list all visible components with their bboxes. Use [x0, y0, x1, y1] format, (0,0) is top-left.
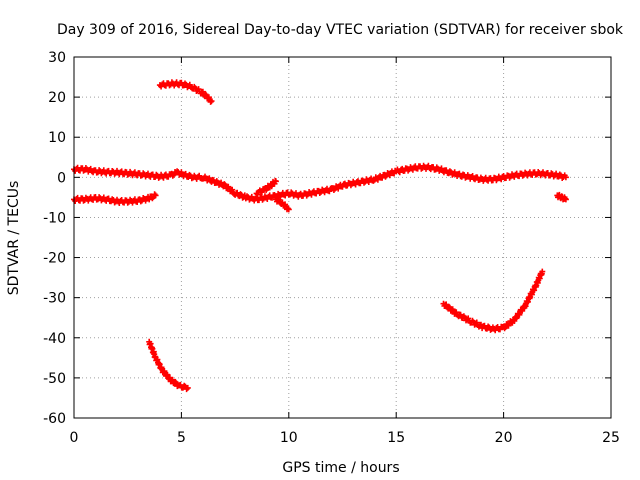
series-marks — [156, 79, 215, 105]
series-arc-bottom-right — [440, 268, 546, 334]
y-tick-label: -60 — [43, 411, 66, 427]
y-tick-label: -30 — [43, 291, 66, 307]
y-tick-label: 10 — [48, 130, 66, 146]
series-marks — [71, 191, 159, 206]
y-tick-label: 30 — [48, 50, 66, 66]
x-tick-label: 10 — [280, 430, 298, 446]
y-tick-label: 20 — [48, 90, 66, 106]
y-axis-label: SDTVAR / TECUs — [6, 181, 22, 296]
series-marks — [440, 268, 546, 334]
gridlines — [74, 57, 611, 418]
x-tick-label: 15 — [387, 430, 405, 446]
series-marks — [554, 191, 569, 203]
series-branch-9h — [253, 177, 279, 198]
series-tail-23h — [554, 191, 569, 203]
x-tick-label: 25 — [602, 430, 620, 446]
series-arc-bottom-left — [146, 338, 191, 393]
data-points — [71, 79, 569, 393]
x-tick-label: 5 — [177, 430, 186, 446]
chart-title: Day 309 of 2016, Sidereal Day-to-day VTE… — [57, 22, 624, 38]
y-tick-label: -50 — [43, 371, 66, 387]
plot-frame — [73, 56, 612, 419]
axis-ticks: 0 5 10 15 20 25 -60 -50 -40 -30 -20 -10 0 10 20 30 — [43, 50, 620, 446]
y-tick-label: 0 — [57, 170, 66, 186]
y-tick-label: -10 — [43, 210, 66, 226]
series-arc-top — [156, 79, 215, 105]
series-branch-10h — [272, 196, 292, 213]
y-tick-label: -20 — [43, 251, 66, 267]
series-marks — [253, 177, 279, 198]
y-tick-label: -40 — [43, 331, 66, 347]
x-tick-label: 20 — [495, 430, 513, 446]
series-arc-low-left — [71, 191, 159, 206]
x-tick-label: 0 — [70, 430, 79, 446]
series-marks — [272, 196, 292, 213]
series-marks — [146, 338, 191, 393]
x-axis-label: GPS time / hours — [282, 460, 399, 476]
